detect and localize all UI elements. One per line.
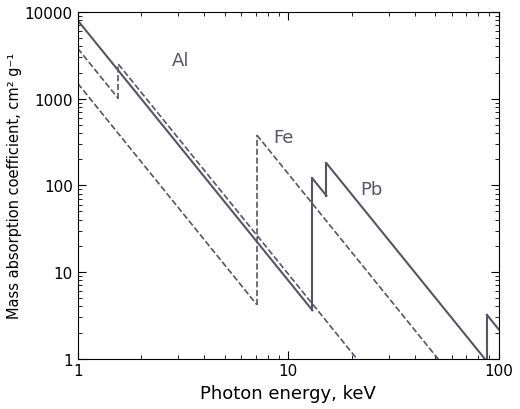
Text: Fe: Fe — [274, 129, 294, 147]
Y-axis label: Mass absorption coefficient, cm² g⁻¹: Mass absorption coefficient, cm² g⁻¹ — [7, 53, 22, 319]
Text: Pb: Pb — [360, 181, 383, 199]
X-axis label: Photon energy, keV: Photon energy, keV — [200, 384, 376, 402]
Text: Al: Al — [172, 52, 189, 70]
